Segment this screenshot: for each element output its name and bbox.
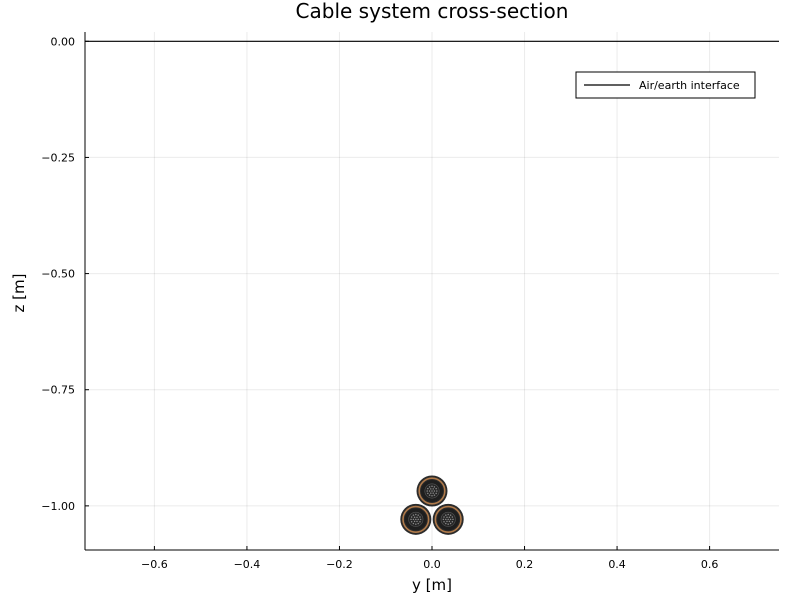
cable-marker: [416, 475, 448, 507]
conductor-strand: [430, 492, 432, 494]
conductor-strand: [435, 492, 437, 495]
cable-screen: [402, 505, 430, 533]
conductor-strand: [412, 514, 415, 516]
conductor-strand: [436, 490, 438, 492]
conductor-strand: [413, 516, 416, 519]
y-axis-label: z [m]: [10, 274, 28, 313]
conductor-strand: [426, 490, 428, 492]
conductor-strand: [449, 522, 452, 525]
conductor-strand: [428, 494, 431, 496]
grid-lines: [85, 32, 779, 550]
x-tick-label: −0.4: [234, 558, 261, 571]
conductor-strand: [445, 514, 447, 516]
conductor-strand: [449, 518, 452, 521]
cable-screen: [434, 505, 462, 533]
y-tick-label: 0.00: [51, 35, 76, 48]
conductor-strand: [410, 520, 413, 523]
x-tick-label: −0.2: [326, 558, 353, 571]
conductor-strand: [451, 516, 454, 518]
conductor-strand: [419, 518, 422, 521]
conductor-strand: [433, 486, 436, 488]
conductor-strand: [415, 513, 417, 516]
conductor-strand: [417, 522, 419, 525]
conductor-strand: [447, 513, 449, 516]
conductor-strand: [417, 518, 419, 521]
conductor-strand: [431, 485, 433, 487]
conductor-strand: [445, 522, 447, 525]
y-tick-label: −0.25: [41, 151, 75, 164]
conductor-strand: [413, 520, 416, 523]
conductor-strand: [415, 518, 417, 521]
conductor-strand: [447, 518, 449, 521]
conductor-strand: [412, 522, 415, 525]
conductor-strand: [448, 516, 451, 519]
conductor-strand: [451, 520, 454, 523]
conductor-strand: [428, 490, 431, 492]
cable-marker: [400, 503, 432, 535]
conductor-strand: [446, 520, 448, 523]
conductor-strand: [412, 518, 415, 521]
conductor-strand: [443, 516, 445, 518]
x-axis-label: y [m]: [412, 576, 452, 594]
x-tick-label: 0.0: [423, 558, 441, 571]
conductor-strand: [419, 516, 421, 518]
conductor-strand: [447, 523, 449, 525]
legend: Air/earth interface: [575, 71, 756, 99]
conductor-strand: [449, 514, 452, 516]
conductor-strand: [415, 523, 417, 525]
conductor-strand: [419, 520, 421, 523]
conductor-strand: [427, 492, 429, 495]
conductor-strand: [442, 518, 445, 521]
legend-entry-label: Air/earth interface: [639, 79, 740, 92]
y-tick-label: −0.75: [41, 384, 75, 397]
conductor-strand: [432, 488, 434, 490]
conductor-strand: [448, 520, 451, 523]
cable-screen: [418, 477, 446, 505]
x-tick-label: 0.4: [608, 558, 626, 571]
conductor-strand: [410, 516, 413, 518]
y-tick-label: −1.00: [41, 500, 75, 513]
conductor-strand: [427, 487, 429, 490]
conductor-strand: [452, 518, 454, 521]
conductor-strand: [417, 514, 419, 516]
conductor-strand: [432, 492, 434, 494]
conductor-strand: [435, 487, 437, 490]
conductor-strand: [410, 518, 412, 521]
x-tick-label: 0.6: [701, 558, 719, 571]
conductor-strand: [431, 495, 433, 497]
conductor-strand: [431, 490, 433, 492]
cable-layer: [400, 475, 464, 535]
cable-marker: [432, 503, 464, 535]
conductor-strand: [443, 520, 445, 523]
x-tick-label: −0.6: [141, 558, 168, 571]
conductor-strand: [428, 486, 431, 488]
chart-title: Cable system cross-section: [296, 0, 569, 23]
conductor-strand: [416, 520, 418, 523]
conductor-strand: [446, 516, 448, 519]
y-axis-ticks: 0.00 −0.25 −0.50 −0.75 −1.00: [41, 35, 89, 513]
conductor-strand: [445, 518, 447, 521]
x-tick-label: 0.2: [516, 558, 534, 571]
conductor-strand: [430, 488, 432, 490]
conductor-strand: [433, 494, 436, 496]
y-tick-label: −0.50: [41, 268, 75, 281]
conductor-strand: [433, 490, 436, 492]
legend-box: [575, 71, 756, 99]
conductor-strand: [416, 516, 418, 519]
x-axis-ticks: −0.6 −0.4 −0.2 0.0 0.2 0.4 0.6: [141, 546, 718, 571]
